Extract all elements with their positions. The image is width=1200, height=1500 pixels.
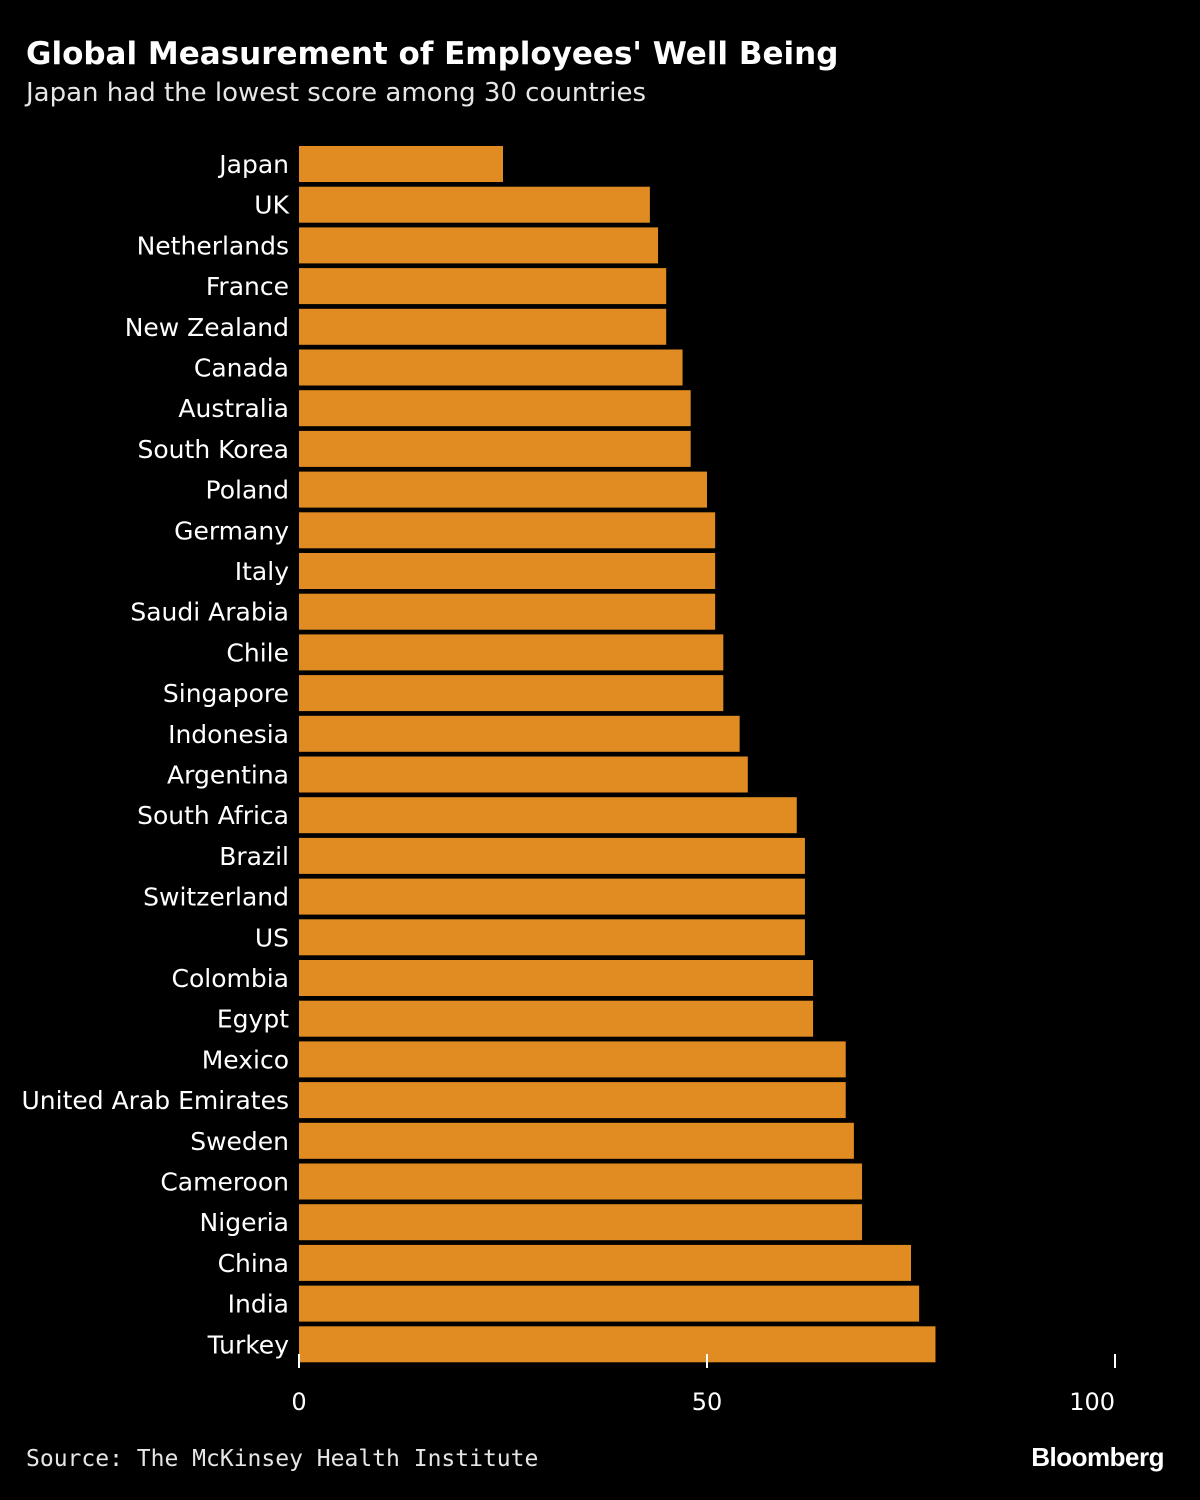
- x-tick-label-50: 50: [692, 1388, 723, 1416]
- category-label-saudi-arabia: Saudi Arabia: [130, 598, 289, 627]
- bar-saudi-arabia: [299, 593, 716, 630]
- category-label-france: France: [206, 272, 289, 301]
- x-tick-label-100: 100: [1069, 1388, 1115, 1416]
- bar-switzerland: [299, 878, 805, 915]
- bars-group: [299, 146, 936, 1363]
- bar-egypt: [299, 1000, 814, 1037]
- category-label-south-korea: South Korea: [138, 435, 289, 464]
- bar-chile: [299, 634, 724, 671]
- bloomberg-logo: Bloomberg: [1031, 1442, 1164, 1472]
- x-tick-label-0: 0: [291, 1388, 306, 1416]
- category-label-new-zealand: New Zealand: [125, 313, 289, 342]
- source-note: Source: The McKinsey Health Institute: [26, 1446, 539, 1472]
- category-label-japan: Japan: [217, 150, 289, 179]
- category-label-sweden: Sweden: [190, 1127, 289, 1156]
- bar-colombia: [299, 960, 814, 996]
- bar-india: [299, 1285, 920, 1322]
- bar-italy: [299, 553, 716, 589]
- bar-south-africa: [299, 797, 797, 834]
- bar-singapore: [299, 675, 724, 712]
- category-label-switzerland: Switzerland: [143, 883, 289, 912]
- bar-japan: [299, 146, 503, 182]
- category-label-italy: Italy: [235, 557, 289, 586]
- bar-germany: [299, 512, 716, 549]
- category-label-nigeria: Nigeria: [200, 1208, 289, 1237]
- category-label-turkey: Turkey: [207, 1330, 290, 1359]
- bar-mexico: [299, 1041, 846, 1078]
- category-label-south-africa: South Africa: [137, 801, 289, 830]
- category-labels-group: Japan UK Netherlands France New Zealand Canad…: [21, 150, 289, 1359]
- category-label-egypt: Egypt: [217, 1005, 289, 1034]
- bar-cameroon: [299, 1163, 863, 1200]
- chart-subtitle: Japan had the lowest score among 30 coun…: [26, 78, 646, 108]
- bar-australia: [299, 390, 691, 427]
- bar-canada: [299, 349, 683, 386]
- category-label-cameroon: Cameroon: [160, 1168, 289, 1197]
- bar-us: [299, 919, 805, 956]
- bar-sweden: [299, 1122, 854, 1159]
- bar-south-korea: [299, 430, 691, 467]
- bar-france: [299, 268, 667, 305]
- bar-poland: [299, 471, 707, 508]
- category-label-uk: UK: [254, 191, 289, 220]
- bar-netherlands: [299, 227, 659, 264]
- category-label-canada: Canada: [194, 354, 289, 383]
- bar-argentina: [299, 756, 748, 793]
- category-label-china: China: [218, 1249, 289, 1278]
- category-label-us: US: [255, 923, 289, 952]
- category-label-brazil: Brazil: [219, 842, 289, 871]
- category-label-netherlands: Netherlands: [137, 231, 289, 260]
- bar-china: [299, 1244, 911, 1281]
- chart-title: Global Measurement of Employees' Well Be…: [26, 36, 839, 72]
- category-label-argentina: Argentina: [167, 761, 289, 790]
- bar-brazil: [299, 837, 805, 874]
- category-label-singapore: Singapore: [163, 679, 289, 708]
- category-label-india: India: [228, 1290, 289, 1319]
- category-label-indonesia: Indonesia: [168, 720, 289, 749]
- category-label-germany: Germany: [174, 516, 289, 545]
- bar-new-zealand: [299, 308, 667, 345]
- bar-nigeria: [299, 1204, 863, 1241]
- category-label-mexico: Mexico: [202, 1045, 289, 1074]
- category-label-colombia: Colombia: [172, 964, 289, 993]
- category-label-united-arab-emirates: United Arab Emirates: [21, 1086, 289, 1115]
- x-axis: 0 50 100: [291, 1354, 1116, 1416]
- bar-turkey: [299, 1326, 936, 1363]
- category-label-poland: Poland: [206, 476, 289, 505]
- bar-uk: [299, 186, 650, 223]
- category-label-chile: Chile: [226, 638, 289, 667]
- bar-united-arab-emirates: [299, 1082, 846, 1119]
- bar-indonesia: [299, 715, 740, 752]
- category-label-australia: Australia: [178, 394, 289, 423]
